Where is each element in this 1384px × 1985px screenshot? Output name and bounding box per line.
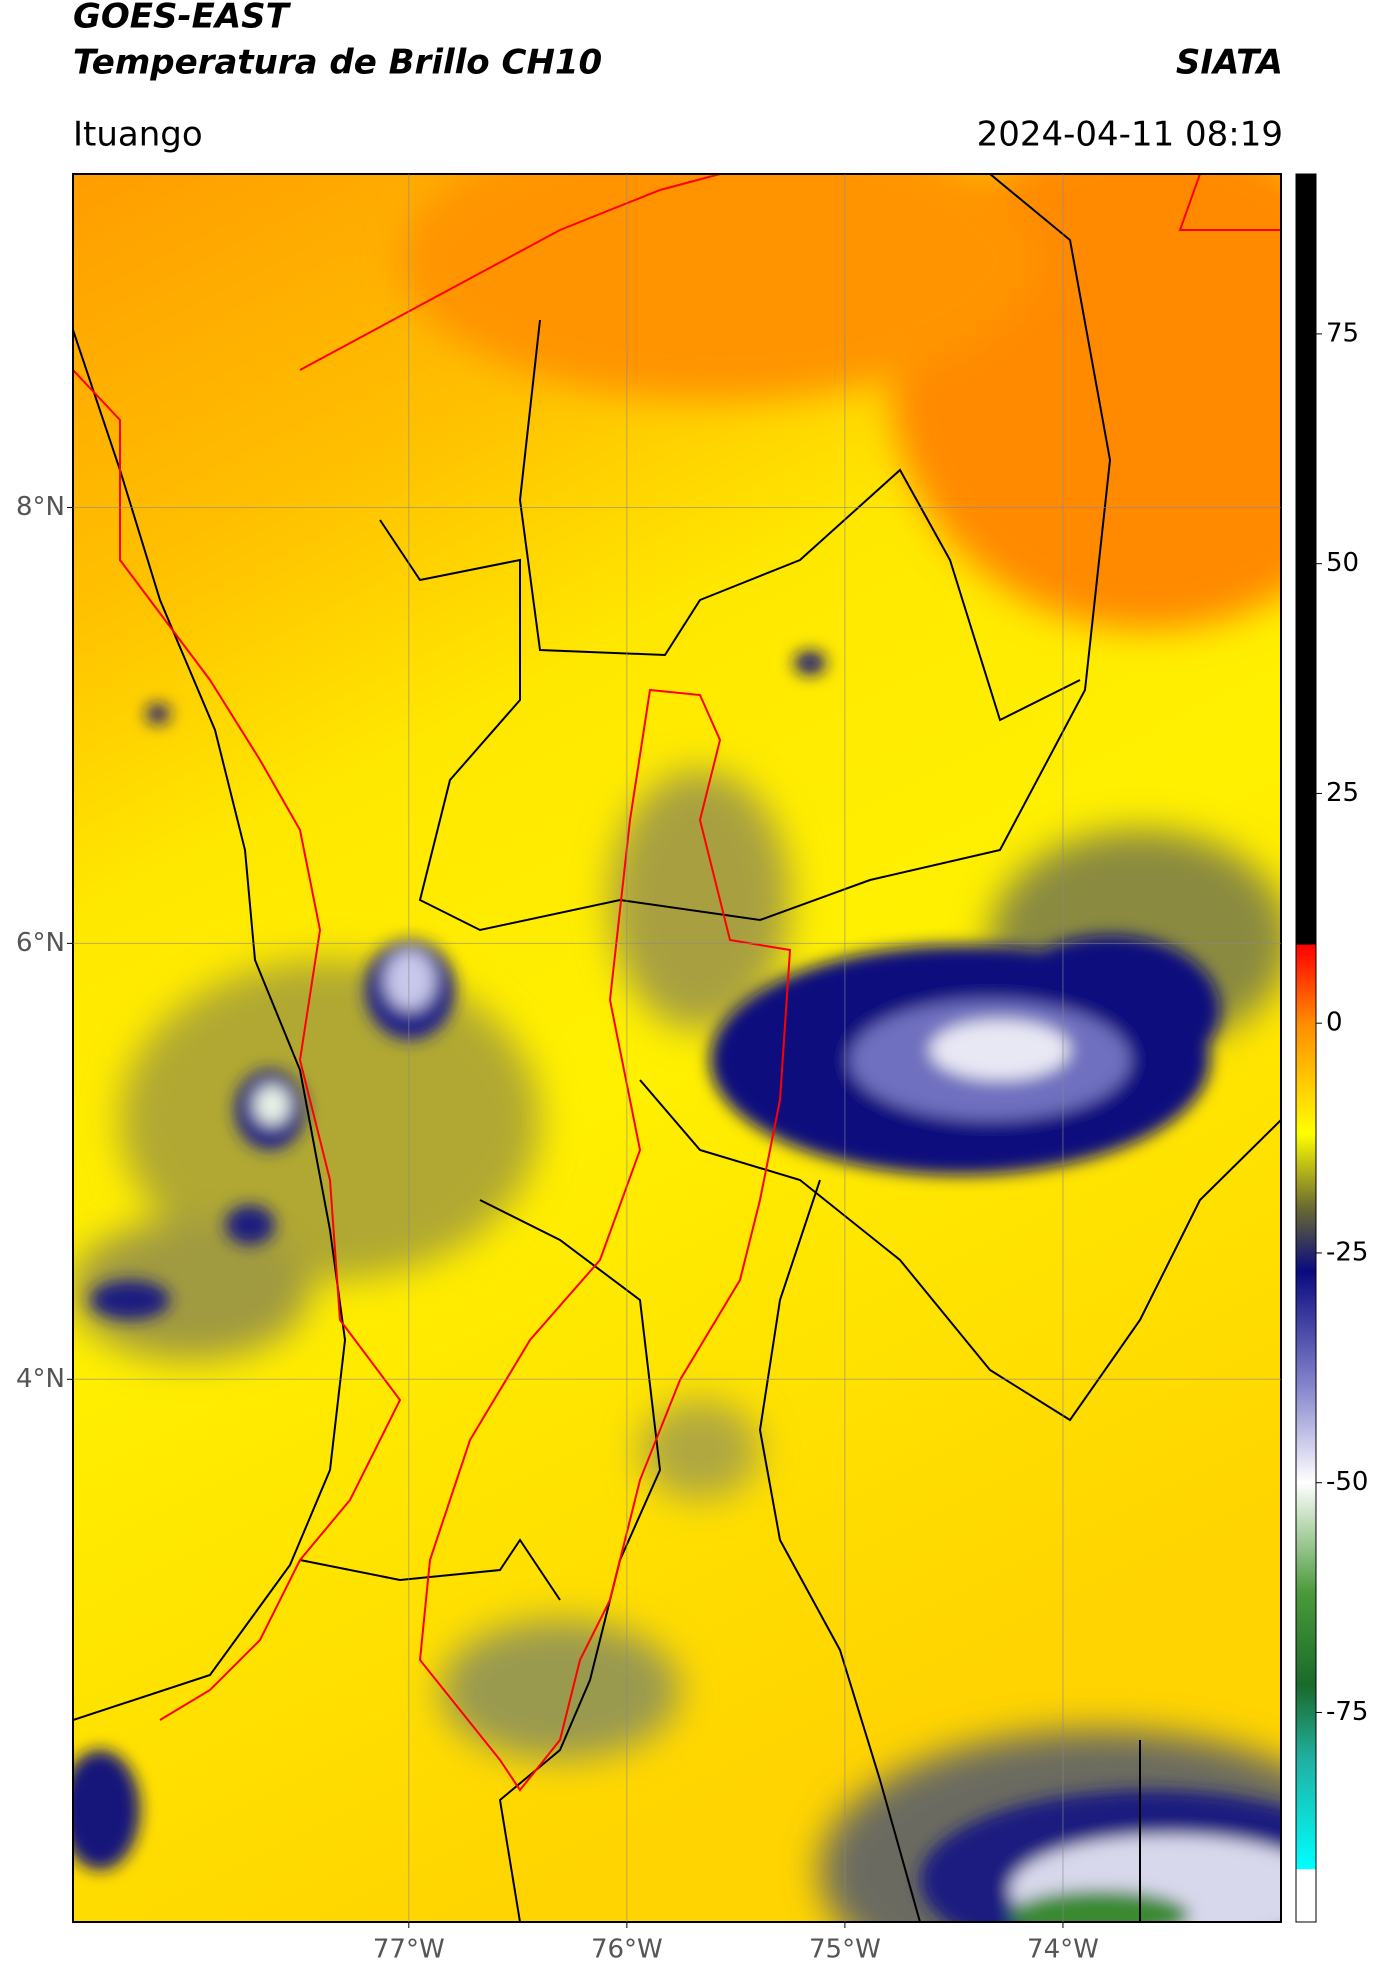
x-tick-label: 76°W [591, 1935, 663, 1965]
source: SIATA [1176, 43, 1283, 83]
satellite-image [73, 174, 1281, 1922]
location: Ituango [73, 115, 203, 155]
datetime: 2024-04-11 08:19 [977, 115, 1283, 155]
colorbar [1295, 173, 1317, 1923]
colorbar-tick-label: 25 [1326, 778, 1359, 808]
colorbar-tick-label: 50 [1326, 548, 1359, 578]
colorbar-tick-label: -25 [1326, 1237, 1368, 1267]
y-tick-label: 6°N [16, 928, 65, 958]
boundaries [73, 174, 1281, 1792]
borders [73, 174, 1281, 1922]
colorbar-tick-label: -75 [1326, 1697, 1368, 1727]
x-tick-label: 77°W [373, 1935, 445, 1965]
colorbar-tick-label: -50 [1326, 1467, 1368, 1497]
subtitle: Temperatura de Brillo CH10 [73, 43, 602, 83]
colorbar-tick-label: 0 [1326, 1008, 1343, 1038]
x-tick-label: 75°W [809, 1935, 881, 1965]
y-tick-label: 4°N [16, 1364, 65, 1394]
colorbar-tick-label: 75 [1326, 318, 1359, 348]
title: GOES-EAST [73, 0, 292, 37]
y-tick-label: 8°N [16, 492, 65, 522]
map-frame [72, 173, 1282, 1923]
x-tick-label: 74°W [1027, 1935, 1099, 1965]
